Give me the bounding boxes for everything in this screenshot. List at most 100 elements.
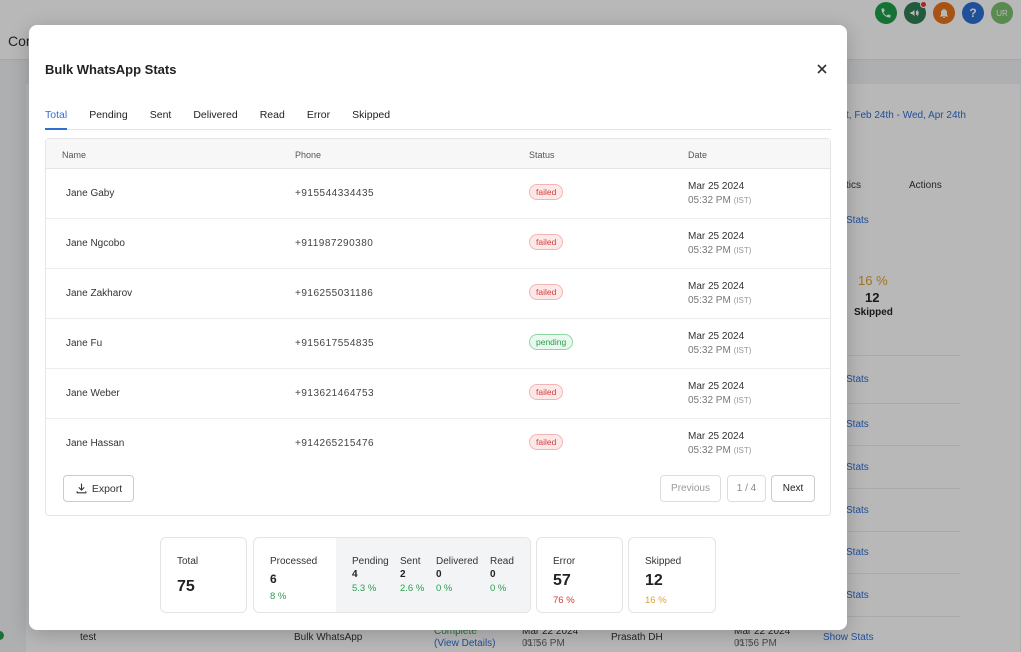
stat-pending-pct: 5.3 % — [352, 583, 377, 594]
avatar-initials: UR — [996, 8, 1008, 18]
table-row: Jane Hassan +914265215476 failed Mar 25 … — [46, 419, 830, 469]
recipients-table: Name Phone Status Date Jane Gaby +915544… — [45, 138, 831, 516]
tab-skipped[interactable]: Skipped — [352, 109, 391, 121]
recipient-phone: +915617554835 — [295, 338, 375, 349]
campaign-owner: Prasath DH — [611, 632, 663, 643]
status-badge: pending — [529, 334, 574, 350]
timezone: (IST) — [733, 446, 752, 455]
tab-read[interactable]: Read — [259, 109, 285, 121]
tab-delivered[interactable]: Delivered — [193, 109, 238, 121]
stat-sent-pct: 2.6 % — [400, 583, 425, 594]
table-row: Jane Ngcobo +911987290380 failed Mar 25 … — [46, 219, 830, 269]
recipient-name: Jane Weber — [66, 388, 120, 399]
stats-link[interactable]: Stats — [846, 419, 869, 430]
avatar[interactable]: UR — [991, 2, 1013, 24]
tab-total[interactable]: Total — [45, 103, 68, 130]
stat-sent-value: 2 — [400, 569, 406, 580]
table-row: Jane Weber +913621464753 failed Mar 25 2… — [46, 369, 830, 419]
updated-tz: (IST) — [734, 638, 752, 647]
phone-icon[interactable] — [875, 2, 897, 24]
stat-total-value: 75 — [177, 578, 195, 595]
status-tabs: Total Pending Sent Delivered Read Error … — [45, 103, 831, 130]
sent-time: 05:32 PM (IST) — [688, 445, 751, 456]
divider — [846, 403, 960, 404]
table-header: Name Phone Status Date — [46, 139, 830, 169]
tab-sent[interactable]: Sent — [149, 109, 172, 121]
bulk-whatsapp-stats-modal: Bulk WhatsApp Stats Total Pending Sent D… — [29, 25, 847, 630]
status-badge: failed — [529, 434, 564, 450]
stats-link[interactable]: Stats — [846, 505, 869, 516]
stat-sent-label: Sent — [400, 556, 421, 567]
recipient-phone: +911987290380 — [295, 238, 374, 249]
view-details-link[interactable]: (View Details) — [434, 638, 496, 649]
page-indicator: 1 / 4 — [727, 475, 766, 502]
sent-time-value: 05:32 PM — [688, 195, 731, 206]
stat-error-label: Error — [553, 556, 576, 567]
bell-icon[interactable] — [933, 2, 955, 24]
header-name: Name — [62, 150, 87, 160]
stat-skipped: Skipped 12 16 % — [628, 537, 716, 613]
stat-skipped-pct: 16 % — [645, 595, 667, 606]
stat-processed-value: 6 — [270, 572, 277, 586]
updated-date: Mar 22 2024 — [734, 626, 791, 637]
skipped-percent: 16 % — [858, 273, 888, 288]
campaign-type: Bulk WhatsApp — [294, 632, 363, 643]
export-button[interactable]: Export — [63, 475, 134, 502]
stat-error-pct: 76 % — [553, 595, 575, 606]
status-badge: failed — [529, 284, 564, 300]
timezone: (IST) — [733, 246, 752, 255]
divider — [846, 488, 960, 489]
header-icons: ? UR — [875, 1, 1013, 24]
timezone: (IST) — [733, 296, 752, 305]
stats-link[interactable]: Stats — [846, 590, 869, 601]
stats-link[interactable]: Stats — [846, 374, 869, 385]
previous-button[interactable]: Previous — [660, 475, 721, 502]
stat-read-pct: 0 % — [490, 583, 507, 594]
megaphone-icon[interactable] — [904, 1, 927, 24]
stats-link[interactable]: Stats — [846, 215, 869, 226]
stat-processed-label: Processed — [270, 556, 318, 567]
stat-error: Error 57 76 % — [536, 537, 623, 613]
created-date: Mar 22 2024 — [522, 626, 579, 637]
sent-time-value: 05:32 PM — [688, 245, 731, 256]
stat-delivered-pct: 0 % — [436, 583, 453, 594]
tab-error[interactable]: Error — [306, 109, 331, 121]
sent-time: 05:32 PM (IST) — [688, 245, 751, 256]
sent-date: Mar 25 2024 — [688, 331, 745, 342]
column-actions: Actions — [909, 180, 942, 191]
created-tz: (IST) — [522, 638, 540, 647]
modal-title: Bulk WhatsApp Stats — [45, 62, 177, 77]
table-row: Jane Fu +915617554835 pending Mar 25 202… — [46, 319, 830, 369]
date-range-picker[interactable]: t, Feb 24th - Wed, Apr 24th — [846, 110, 966, 121]
sent-time-value: 05:32 PM — [688, 295, 731, 306]
next-button[interactable]: Next — [771, 475, 815, 502]
processed-breakdown: Pending 4 5.3 % Sent 2 2.6 % Delivered 0… — [336, 538, 530, 612]
stat-total-label: Total — [177, 556, 199, 567]
stats-link[interactable]: Stats — [846, 462, 869, 473]
help-glyph: ? — [969, 6, 977, 20]
stats-link[interactable]: Stats — [846, 547, 869, 558]
sent-date: Mar 25 2024 — [688, 381, 745, 392]
updated-time-value: 01:56 PM — [734, 638, 777, 649]
show-stats-link[interactable]: Show Stats — [823, 632, 874, 643]
tab-pending[interactable]: Pending — [89, 109, 128, 121]
skipped-label: Skipped — [854, 307, 893, 318]
export-label: Export — [91, 482, 123, 495]
sent-time-value: 05:32 PM — [688, 395, 731, 406]
stat-skipped-value: 12 — [645, 572, 663, 589]
sent-date: Mar 25 2024 — [688, 181, 745, 192]
stat-error-value: 57 — [553, 572, 571, 589]
campaign-name: test — [80, 632, 97, 643]
sent-time: 05:32 PM (IST) — [688, 395, 751, 406]
close-button[interactable] — [813, 60, 831, 78]
table-row: test Bulk WhatsApp Complete (View Detail… — [26, 624, 1020, 652]
help-icon[interactable]: ? — [962, 2, 984, 24]
timezone: (IST) — [733, 396, 752, 405]
divider — [846, 573, 960, 574]
stat-skipped-label: Skipped — [645, 556, 682, 567]
stat-read-value: 0 — [490, 569, 496, 580]
recipient-phone: +913621464753 — [295, 388, 375, 399]
status-badge: failed — [529, 184, 564, 200]
sent-time-value: 05:32 PM — [688, 345, 731, 356]
divider — [846, 531, 960, 532]
